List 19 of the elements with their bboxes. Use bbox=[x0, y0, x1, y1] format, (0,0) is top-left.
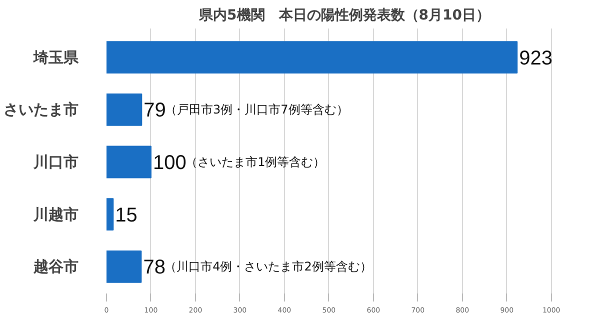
data-label: 100 bbox=[152, 152, 186, 174]
y-tick-label: 川越市 bbox=[32, 205, 78, 224]
y-tick-label: 埼玉県 bbox=[32, 48, 80, 66]
data-label: 78 bbox=[143, 256, 166, 279]
y-tick-label: 越谷市 bbox=[32, 258, 78, 276]
annotation: （戸田市3例・川口市7例等含む） bbox=[165, 102, 348, 117]
bar bbox=[106, 41, 518, 74]
data-label: 923 bbox=[519, 47, 552, 70]
data-label: 15 bbox=[115, 204, 138, 226]
bar bbox=[106, 146, 152, 178]
data-label: 79 bbox=[144, 100, 166, 122]
bar bbox=[106, 198, 114, 231]
y-tick-label: 川口市 bbox=[32, 153, 78, 171]
chart-title: 県内5機関 本日の陽性例発表数（8月10日） bbox=[198, 8, 490, 24]
bar bbox=[106, 250, 142, 283]
annotation: （川口市4例・さいたま市2例等含む） bbox=[164, 260, 372, 274]
y-tick-label: さいたま市 bbox=[4, 100, 78, 119]
annotation: （さいたま市1例等含む） bbox=[186, 155, 326, 169]
bar bbox=[106, 93, 142, 126]
